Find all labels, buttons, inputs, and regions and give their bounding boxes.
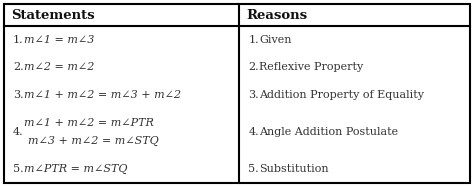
- Text: 5.: 5.: [248, 164, 259, 174]
- Text: Angle Addition Postulate: Angle Addition Postulate: [259, 127, 399, 137]
- Text: 2.: 2.: [248, 62, 259, 72]
- Text: m∠2 = m∠2: m∠2 = m∠2: [24, 62, 94, 72]
- Text: Addition Property of Equality: Addition Property of Equality: [259, 90, 424, 100]
- Text: 5.: 5.: [13, 164, 24, 174]
- Text: m∠1 + m∠2 = m∠3 + m∠2: m∠1 + m∠2 = m∠3 + m∠2: [24, 90, 181, 100]
- Text: 3.: 3.: [248, 90, 259, 100]
- Text: 3.: 3.: [13, 90, 24, 100]
- Text: 1.: 1.: [248, 35, 259, 45]
- Text: Statements: Statements: [11, 8, 95, 22]
- Text: 4.: 4.: [248, 127, 259, 137]
- Text: Reflexive Property: Reflexive Property: [259, 62, 364, 72]
- Text: 1.: 1.: [13, 35, 24, 45]
- Text: m∠1 = m∠3: m∠1 = m∠3: [24, 35, 94, 45]
- Text: Given: Given: [259, 35, 292, 45]
- Text: 2.: 2.: [13, 62, 24, 72]
- Text: m∠3 + m∠2 = m∠STQ: m∠3 + m∠2 = m∠STQ: [28, 135, 159, 145]
- Text: 4.: 4.: [13, 127, 24, 137]
- Text: m∠1 + m∠2 = m∠PTR: m∠1 + m∠2 = m∠PTR: [24, 118, 154, 128]
- Text: m∠PTR = m∠STQ: m∠PTR = m∠STQ: [24, 164, 128, 174]
- Text: Reasons: Reasons: [246, 8, 308, 22]
- Text: Substitution: Substitution: [259, 164, 329, 174]
